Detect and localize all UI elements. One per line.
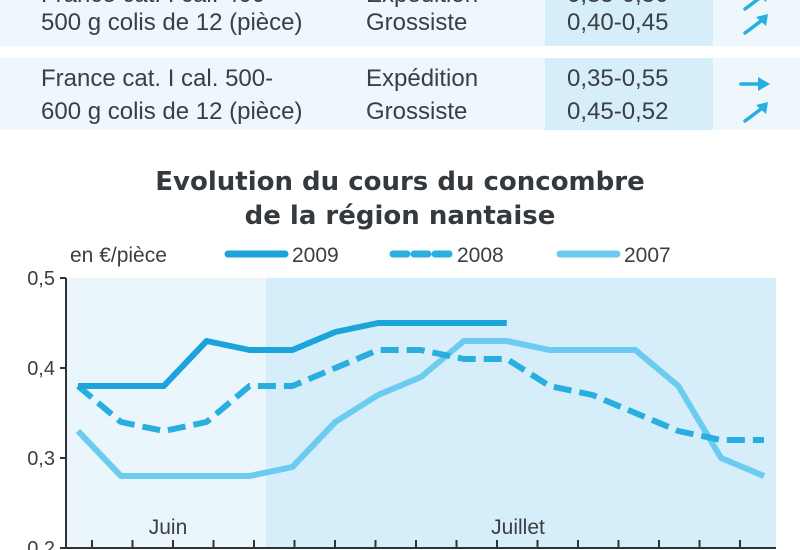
series-line-2009 xyxy=(78,320,507,389)
market-label-line1: Expédition xyxy=(366,0,478,11)
market-label-line2: Grossiste xyxy=(366,98,468,125)
chart-title-line2: de la région nantaise xyxy=(244,201,556,231)
price-column-band xyxy=(545,58,713,130)
y-tick-label: 0,2 xyxy=(27,538,55,550)
arrow-up-right-icon xyxy=(743,102,768,123)
arrow-right-icon xyxy=(739,77,770,91)
chart-title-line1: Evolution du cours du concombre xyxy=(155,167,645,197)
series-line-2007 xyxy=(75,338,766,479)
legend-label-2007: 2007 xyxy=(624,244,671,267)
y-axis-ticks: 0,5 0,4 0,3 0,2 xyxy=(27,268,66,550)
y-tick-label: 0,4 xyxy=(27,358,55,380)
market-label-line2: Grossiste xyxy=(366,9,468,36)
arrow-up-right-icon xyxy=(743,0,767,11)
market-label-line1: Expédition xyxy=(366,65,479,92)
price-table: France cat. I cal. 400- 500 g colis de 1… xyxy=(0,0,800,135)
y-tick-label: 0,5 xyxy=(27,268,55,290)
price-range-line1: 0,35-0,50 xyxy=(567,0,668,11)
y-axis-unit-label: en €/pièce xyxy=(70,244,167,267)
product-label-line1: France cat. I cal. 500- xyxy=(41,65,274,92)
x-period-label-june: Juin xyxy=(149,516,188,539)
arrow-up-right-icon xyxy=(743,14,768,35)
price-chart: Evolution du cours du concombre de la ré… xyxy=(0,150,800,550)
x-axis-ticks xyxy=(91,540,741,548)
legend-label-2008: 2008 xyxy=(457,244,504,267)
price-column-band xyxy=(545,0,713,46)
chart-legend: 2009 2008 2007 xyxy=(224,244,671,267)
price-range-line2: 0,45-0,52 xyxy=(567,98,669,125)
x-period-label-july: Juillet xyxy=(491,516,545,539)
legend-label-2009: 2009 xyxy=(292,244,339,267)
y-tick-label: 0,3 xyxy=(27,448,55,470)
price-range-line2: 0,40-0,45 xyxy=(567,9,669,36)
series-layer xyxy=(75,320,766,479)
plot-background-june xyxy=(66,278,266,548)
price-range-line1: 0,35-0,55 xyxy=(567,65,669,92)
product-label-line2: 500 g colis de 12 (pièce) xyxy=(41,9,303,36)
row-separator xyxy=(0,46,800,58)
series-line-2008 xyxy=(76,347,764,443)
product-label-line1: France cat. I cal. 400- xyxy=(41,0,273,11)
plot-background-july xyxy=(266,278,776,548)
chart-plot: en €/pièce 2009 2008 2007 0,5 0,4 0,3 0,2 Jui… xyxy=(27,244,776,550)
product-label-line2: 600 g colis de 12 (pièce) xyxy=(41,98,303,125)
row-separator xyxy=(0,130,800,135)
